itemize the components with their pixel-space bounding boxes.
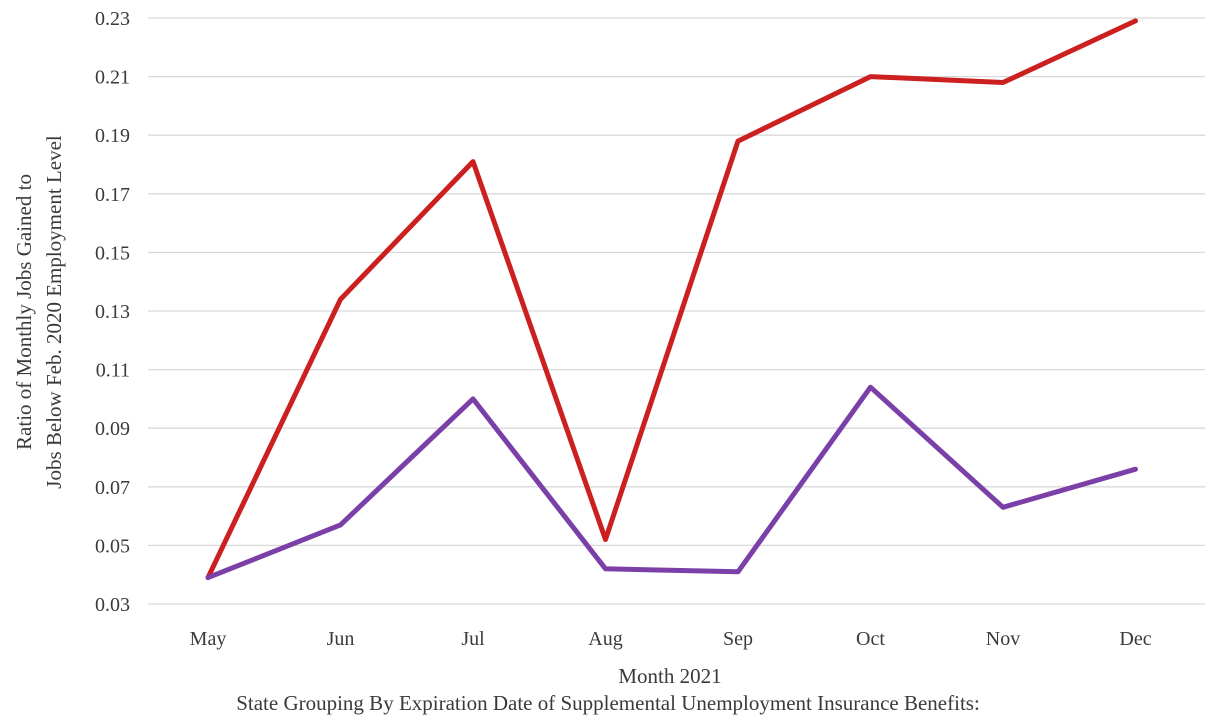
y-tick-label: 0.23 [95, 8, 130, 30]
x-tick-label: Sep [723, 628, 753, 650]
series-line-1 [205, 18, 1138, 581]
x-axis-tick-labels: May Jun Jul Aug Sep Oct Nov Dec [190, 628, 1152, 650]
series-line-2 [205, 384, 1138, 581]
x-tick-label: Jul [461, 628, 485, 650]
x-tick-label: Oct [856, 628, 885, 650]
x-axis-title: Month 2021 [618, 664, 721, 688]
x-tick-label: Nov [986, 628, 1020, 650]
y-tick-label: 0.19 [95, 125, 130, 147]
series-lines [205, 18, 1138, 581]
y-axis-tick-labels: 0.03 0.05 0.07 0.09 0.11 0.13 0.15 0.17 0.19 0.21… [95, 8, 130, 616]
y-tick-label: 0.17 [95, 184, 130, 206]
x-tick-label: May [190, 628, 227, 650]
y-tick-label: 0.21 [95, 67, 130, 89]
gridlines [148, 17, 1205, 605]
y-tick-label: 0.15 [95, 242, 130, 264]
y-tick-label: 0.11 [96, 360, 130, 382]
y-axis-title-line-2: Jobs Below Feb. 2020 Employment Level [42, 135, 66, 489]
y-tick-label: 0.03 [95, 594, 130, 616]
x-tick-label: Dec [1119, 628, 1151, 650]
y-axis-title-line-1: Ratio of Monthly Jobs Gained to [12, 174, 36, 450]
legend-title: State Grouping By Expiration Date of Sup… [236, 691, 980, 715]
y-tick-label: 0.07 [95, 477, 130, 499]
y-tick-label: 0.05 [95, 535, 130, 557]
y-tick-label: 0.13 [95, 301, 130, 323]
y-tick-label: 0.09 [95, 418, 130, 440]
x-tick-label: Jun [327, 628, 355, 650]
x-tick-label: Aug [588, 628, 622, 650]
